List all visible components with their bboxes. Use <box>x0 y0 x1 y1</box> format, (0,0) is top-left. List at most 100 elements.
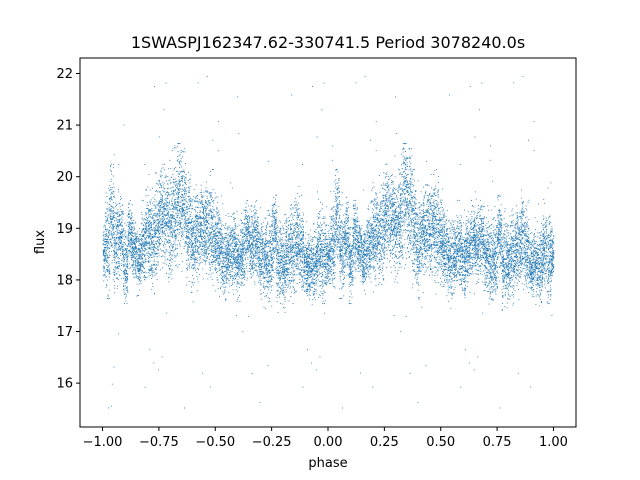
data-point <box>242 236 244 238</box>
data-point <box>124 222 126 224</box>
data-point <box>162 186 164 188</box>
data-point <box>164 202 165 204</box>
data-point <box>103 224 105 226</box>
data-point <box>214 192 216 194</box>
data-point <box>244 271 246 272</box>
data-point <box>195 229 197 231</box>
data-point <box>123 249 125 251</box>
data-point <box>253 226 255 228</box>
data-point <box>162 229 164 231</box>
data-point <box>191 265 193 267</box>
data-point <box>227 239 229 241</box>
data-point <box>192 243 194 245</box>
data-point <box>228 280 230 281</box>
data-point <box>103 231 105 233</box>
data-point <box>176 207 178 209</box>
data-point <box>176 215 178 216</box>
data-point <box>253 215 255 217</box>
data-point <box>162 226 164 228</box>
data-point <box>134 234 136 236</box>
data-point <box>158 241 160 243</box>
data-point <box>228 265 230 267</box>
data-point <box>110 165 111 167</box>
data-point <box>178 196 180 198</box>
data-point <box>111 193 113 194</box>
data-point <box>210 221 212 223</box>
data-point <box>226 267 227 269</box>
data-point <box>136 255 138 257</box>
data-point <box>185 191 187 193</box>
data-point <box>209 232 211 234</box>
data-point <box>169 263 170 264</box>
data-point <box>164 234 166 236</box>
data-point <box>133 236 135 237</box>
data-point <box>192 196 194 198</box>
data-point <box>167 235 169 237</box>
data-point <box>206 219 207 221</box>
data-point <box>156 264 158 266</box>
data-point <box>162 221 163 223</box>
data-point <box>203 240 205 242</box>
data-point <box>238 253 240 255</box>
data-point <box>218 223 220 225</box>
data-point <box>167 183 169 185</box>
data-point <box>184 245 186 247</box>
data-point <box>216 208 218 210</box>
data-point <box>121 221 123 223</box>
data-point <box>174 203 176 205</box>
data-point <box>203 220 205 222</box>
data-point <box>117 224 119 226</box>
data-point <box>222 241 224 243</box>
data-point <box>185 193 187 195</box>
data-point <box>213 237 215 239</box>
data-point <box>202 254 204 256</box>
data-point <box>228 248 230 250</box>
data-point <box>238 254 240 256</box>
data-point <box>247 247 249 249</box>
data-point <box>192 227 194 229</box>
data-point <box>148 210 150 212</box>
data-point <box>220 251 222 253</box>
data-point <box>200 241 202 243</box>
data-point <box>102 239 104 241</box>
data-point <box>211 197 213 199</box>
data-point <box>192 252 194 253</box>
data-point <box>169 260 171 261</box>
data-point <box>108 214 109 216</box>
data-point <box>170 225 172 227</box>
data-point <box>216 257 217 259</box>
data-point <box>158 136 160 138</box>
data-point <box>186 267 188 269</box>
data-point <box>134 261 136 263</box>
data-point <box>173 208 175 210</box>
data-point <box>160 211 162 213</box>
data-point <box>130 217 132 219</box>
data-point <box>210 226 212 228</box>
data-point <box>168 219 170 221</box>
data-point <box>115 243 117 245</box>
data-point <box>226 244 227 246</box>
data-point <box>236 261 238 263</box>
data-point <box>216 236 218 238</box>
data-point <box>184 188 186 190</box>
data-point <box>196 234 197 236</box>
data-point <box>103 251 105 253</box>
data-point <box>201 225 203 227</box>
data-point <box>147 242 149 243</box>
data-point <box>142 235 143 237</box>
data-point <box>108 289 110 291</box>
data-point <box>112 236 114 238</box>
data-point <box>141 246 142 248</box>
data-point <box>199 241 201 243</box>
data-point <box>155 232 157 233</box>
data-point <box>253 271 255 273</box>
data-point <box>119 268 121 270</box>
data-point <box>178 234 180 236</box>
data-point <box>141 272 143 274</box>
data-point <box>167 227 169 228</box>
data-point <box>185 190 187 192</box>
data-point <box>131 228 132 230</box>
data-point <box>253 245 255 247</box>
data-point <box>244 247 246 249</box>
data-point <box>235 259 237 261</box>
